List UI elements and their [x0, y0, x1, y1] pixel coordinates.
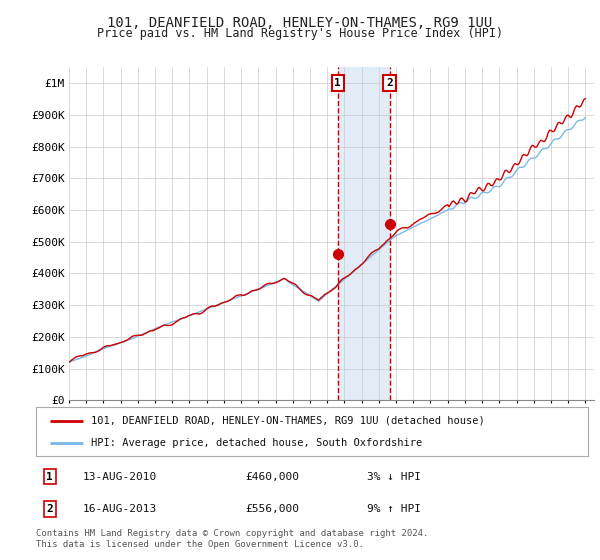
Text: Price paid vs. HM Land Registry's House Price Index (HPI): Price paid vs. HM Land Registry's House …: [97, 27, 503, 40]
Text: Contains HM Land Registry data © Crown copyright and database right 2024.
This d: Contains HM Land Registry data © Crown c…: [36, 529, 428, 549]
Text: 9% ↑ HPI: 9% ↑ HPI: [367, 504, 421, 514]
Text: 2: 2: [386, 78, 393, 88]
Bar: [338, 67, 389, 400]
Text: 13-AUG-2010: 13-AUG-2010: [83, 472, 157, 482]
Text: 1: 1: [334, 78, 341, 88]
Text: 1: 1: [46, 472, 53, 482]
Text: 101, DEANFIELD ROAD, HENLEY-ON-THAMES, RG9 1UU (detached house): 101, DEANFIELD ROAD, HENLEY-ON-THAMES, R…: [91, 416, 485, 426]
Text: 101, DEANFIELD ROAD, HENLEY-ON-THAMES, RG9 1UU: 101, DEANFIELD ROAD, HENLEY-ON-THAMES, R…: [107, 16, 493, 30]
Text: £460,000: £460,000: [246, 472, 300, 482]
Text: £556,000: £556,000: [246, 504, 300, 514]
Text: 16-AUG-2013: 16-AUG-2013: [83, 504, 157, 514]
Text: 3% ↓ HPI: 3% ↓ HPI: [367, 472, 421, 482]
Text: HPI: Average price, detached house, South Oxfordshire: HPI: Average price, detached house, Sout…: [91, 438, 422, 448]
Text: 2: 2: [46, 504, 53, 514]
